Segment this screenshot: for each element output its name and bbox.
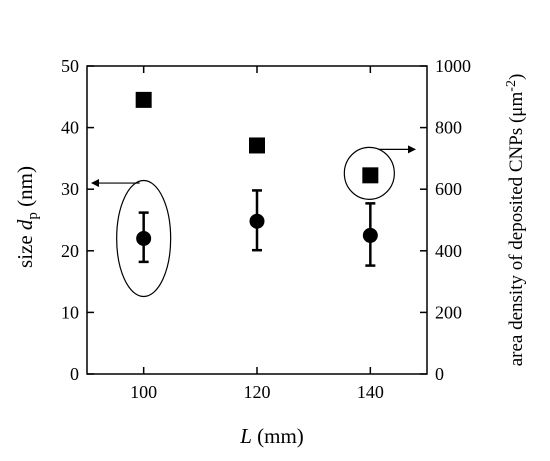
y-left-tick-label: 20 <box>61 241 79 261</box>
y-right-tick-label: 200 <box>435 302 462 322</box>
y-left-tick-label: 10 <box>61 302 79 322</box>
y-axis-right: 0 200 400 600 800 1000 <box>420 56 471 384</box>
x-axis: 100 120 140 <box>130 66 384 402</box>
y-axis-left-title: size dp (nm) <box>13 166 41 268</box>
x-axis-title: L (mm) <box>239 424 304 448</box>
x-tick-label: 140 <box>357 382 384 402</box>
y-right-tick-label: 800 <box>435 118 462 138</box>
y-right-tick-label: 400 <box>435 241 462 261</box>
y-right-tick-label: 0 <box>435 364 444 384</box>
y-left-tick-label: 40 <box>61 118 79 138</box>
annotations <box>91 145 416 298</box>
y-right-tick-label: 1000 <box>435 56 471 76</box>
x-tick-label: 100 <box>130 382 157 402</box>
y-left-tick-label: 0 <box>70 364 79 384</box>
circle-point <box>249 213 265 229</box>
y-axis-left: 0 10 20 30 40 50 <box>61 56 94 384</box>
y-left-tick-label: 50 <box>61 56 79 76</box>
x-tick-label: 120 <box>244 382 271 402</box>
circle-point <box>362 227 378 243</box>
annotation-ellipse-right <box>343 146 395 200</box>
circle-point <box>136 230 152 246</box>
square-point <box>135 91 152 108</box>
y-axis-right-title: area density of deposited CNPs (μm-2) <box>504 74 527 367</box>
square-point <box>249 137 265 154</box>
y-left-tick-label: 30 <box>61 179 79 199</box>
square-point <box>362 167 379 184</box>
annotation-ellipse-left <box>116 179 172 298</box>
data-points <box>135 91 379 246</box>
y-right-tick-label: 600 <box>435 179 462 199</box>
